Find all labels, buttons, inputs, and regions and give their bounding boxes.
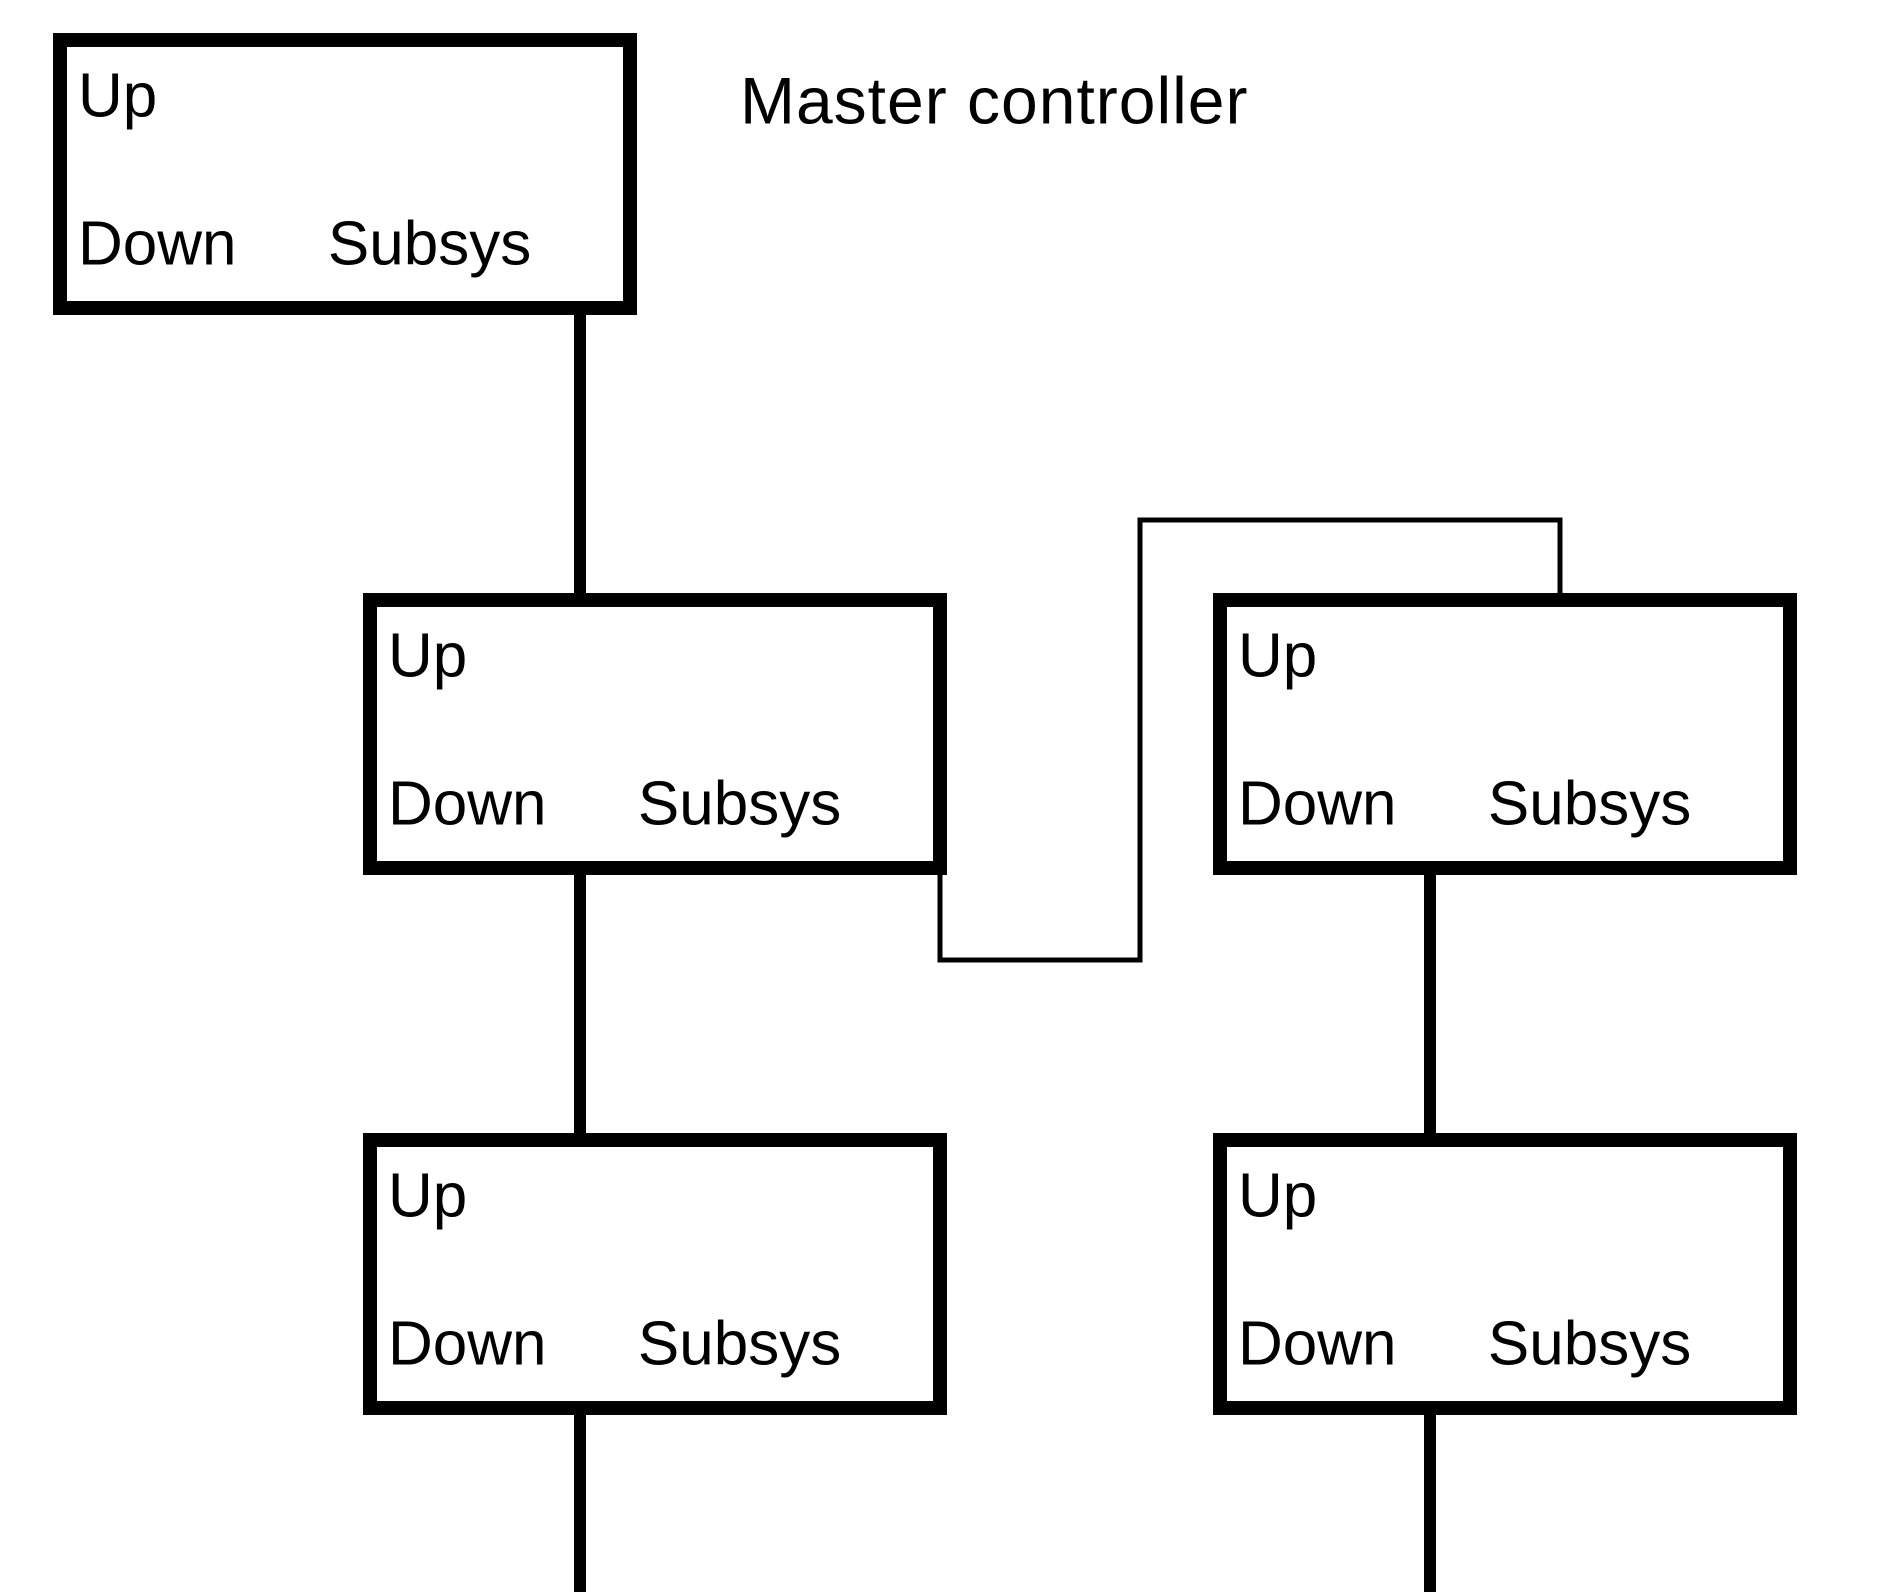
- node-n2: Up Down Subsys: [1220, 600, 1790, 868]
- nodes-layer: Up Down Subsys Up Down Subsys Up Down Subsys Up Do…: [60, 40, 1790, 1408]
- node-label-subsys: Subsys: [328, 209, 531, 278]
- node-label-down: Down: [1238, 1309, 1397, 1378]
- node-label-down: Down: [1238, 769, 1397, 838]
- node-label-up: Up: [1238, 1161, 1317, 1230]
- node-label-down: Down: [388, 769, 547, 838]
- node-label-subsys: Subsys: [1488, 769, 1691, 838]
- node-label-up: Up: [1238, 621, 1317, 690]
- node-n1: Up Down Subsys: [370, 600, 940, 868]
- node-n0: Up Down Subsys: [60, 40, 630, 308]
- node-label-subsys: Subsys: [1488, 1309, 1691, 1378]
- node-label-subsys: Subsys: [638, 1309, 841, 1378]
- node-label-subsys: Subsys: [638, 769, 841, 838]
- node-label-up: Up: [388, 1161, 467, 1230]
- node-label-up: Up: [388, 621, 467, 690]
- node-label-down: Down: [78, 209, 237, 278]
- node-label-down: Down: [388, 1309, 547, 1378]
- node-n3: Up Down Subsys: [370, 1140, 940, 1408]
- diagram-title: Master controller: [740, 63, 1249, 137]
- node-n4: Up Down Subsys: [1220, 1140, 1790, 1408]
- node-label-up: Up: [78, 61, 157, 130]
